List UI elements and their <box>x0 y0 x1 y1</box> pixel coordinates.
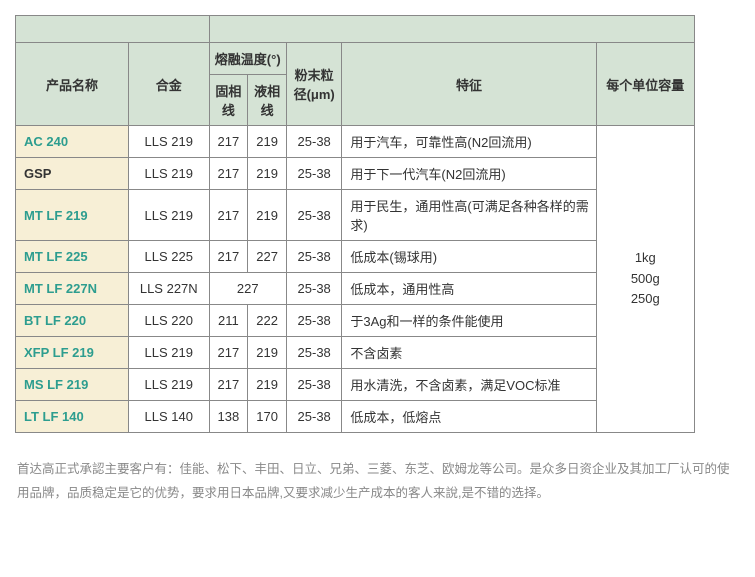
liquidus-cell: 219 <box>248 126 287 158</box>
alloy-cell: LLS 220 <box>128 305 209 337</box>
table-row: LT LF 140LLS 14013817025-38低成本，低熔点 <box>16 401 695 433</box>
feature-cell: 不含卤素 <box>342 337 596 369</box>
particle-cell: 25-38 <box>286 305 341 337</box>
feature-cell: 用于汽车，可靠性高(N2回流用) <box>342 126 596 158</box>
table-row: AC 240LLS 21921721925-38用于汽车，可靠性高(N2回流用)… <box>16 126 695 158</box>
table-row: XFP LF 219LLS 21921721925-38不含卤素 <box>16 337 695 369</box>
solidus-cell: 211 <box>209 305 248 337</box>
feature-cell: 于3Ag和一样的条件能使用 <box>342 305 596 337</box>
solidus-cell: 217 <box>209 158 248 190</box>
feature-cell: 低成本(锡球用) <box>342 241 596 273</box>
th-capacity: 每个单位容量 <box>596 43 694 126</box>
particle-cell: 25-38 <box>286 401 341 433</box>
alloy-cell: LLS 219 <box>128 337 209 369</box>
alloy-cell: LLS 219 <box>128 158 209 190</box>
product-name-cell[interactable]: MT LF 225 <box>16 241 129 273</box>
product-name-cell[interactable]: AC 240 <box>16 126 129 158</box>
particle-cell: 25-38 <box>286 337 341 369</box>
liquidus-cell: 227 <box>248 241 287 273</box>
liquidus-cell: 219 <box>248 190 287 241</box>
product-name-cell: GSP <box>16 158 129 190</box>
table-row: GSPLLS 21921721925-38用于下一代汽车(N2回流用) <box>16 158 695 190</box>
feature-cell: 用于民生，通用性高(可满足各种各样的需求) <box>342 190 596 241</box>
alloy-cell: LLS 219 <box>128 369 209 401</box>
th-liquidus: 液相线 <box>248 75 287 126</box>
product-table: 产品名称 合金 熔融温度(°) 粉末粒径(μm) 特征 每个单位容量 固相线 液… <box>15 15 695 433</box>
feature-cell: 用水清洗，不含卤素，满足VOC标准 <box>342 369 596 401</box>
solidus-cell: 138 <box>209 401 248 433</box>
feature-cell: 用于下一代汽车(N2回流用) <box>342 158 596 190</box>
particle-cell: 25-38 <box>286 126 341 158</box>
alloy-cell: LLS 219 <box>128 190 209 241</box>
feature-cell: 低成本，通用性高 <box>342 273 596 305</box>
footer-text: 首达高正式承認主要客户有：佳能、松下、丰田、日立、兄弟、三菱、东芝、欧姆龙等公司… <box>15 453 740 506</box>
capacity-cell: 1kg500g250g <box>596 126 694 433</box>
th-product-name: 产品名称 <box>16 43 129 126</box>
th-particle: 粉末粒径(μm) <box>286 43 341 126</box>
feature-cell: 低成本，低熔点 <box>342 401 596 433</box>
th-melt-temp: 熔融温度(°) <box>209 43 286 75</box>
blank-header <box>209 16 694 43</box>
liquidus-cell: 219 <box>248 158 287 190</box>
alloy-cell: LLS 140 <box>128 401 209 433</box>
particle-cell: 25-38 <box>286 273 341 305</box>
table-body: AC 240LLS 21921721925-38用于汽车，可靠性高(N2回流用)… <box>16 126 695 433</box>
solidus-cell: 217 <box>209 241 248 273</box>
temp-merged-cell: 227 <box>209 273 286 305</box>
th-alloy: 合金 <box>128 43 209 126</box>
th-solidus: 固相线 <box>209 75 248 126</box>
solidus-cell: 217 <box>209 337 248 369</box>
alloy-cell: LLS 225 <box>128 241 209 273</box>
solidus-cell: 217 <box>209 190 248 241</box>
table-row: MT LF 225LLS 22521722725-38低成本(锡球用) <box>16 241 695 273</box>
table-row: MT LF 227NLLS 227N22725-38低成本，通用性高 <box>16 273 695 305</box>
table-row: MT LF 219LLS 21921721925-38用于民生，通用性高(可满足… <box>16 190 695 241</box>
liquidus-cell: 170 <box>248 401 287 433</box>
liquidus-cell: 219 <box>248 337 287 369</box>
particle-cell: 25-38 <box>286 158 341 190</box>
product-name-cell[interactable]: XFP LF 219 <box>16 337 129 369</box>
solidus-cell: 217 <box>209 369 248 401</box>
product-name-cell[interactable]: MS LF 219 <box>16 369 129 401</box>
liquidus-cell: 222 <box>248 305 287 337</box>
particle-cell: 25-38 <box>286 369 341 401</box>
table-row: BT LF 220LLS 22021122225-38于3Ag和一样的条件能使用 <box>16 305 695 337</box>
product-name-cell[interactable]: MT LF 219 <box>16 190 129 241</box>
product-name-cell[interactable]: MT LF 227N <box>16 273 129 305</box>
product-name-cell[interactable]: LT LF 140 <box>16 401 129 433</box>
th-feature: 特征 <box>342 43 596 126</box>
particle-cell: 25-38 <box>286 241 341 273</box>
blank-header <box>16 16 210 43</box>
alloy-cell: LLS 219 <box>128 126 209 158</box>
solidus-cell: 217 <box>209 126 248 158</box>
particle-cell: 25-38 <box>286 190 341 241</box>
product-name-cell[interactable]: BT LF 220 <box>16 305 129 337</box>
alloy-cell: LLS 227N <box>128 273 209 305</box>
liquidus-cell: 219 <box>248 369 287 401</box>
table-row: MS LF 219LLS 21921721925-38用水清洗，不含卤素，满足V… <box>16 369 695 401</box>
